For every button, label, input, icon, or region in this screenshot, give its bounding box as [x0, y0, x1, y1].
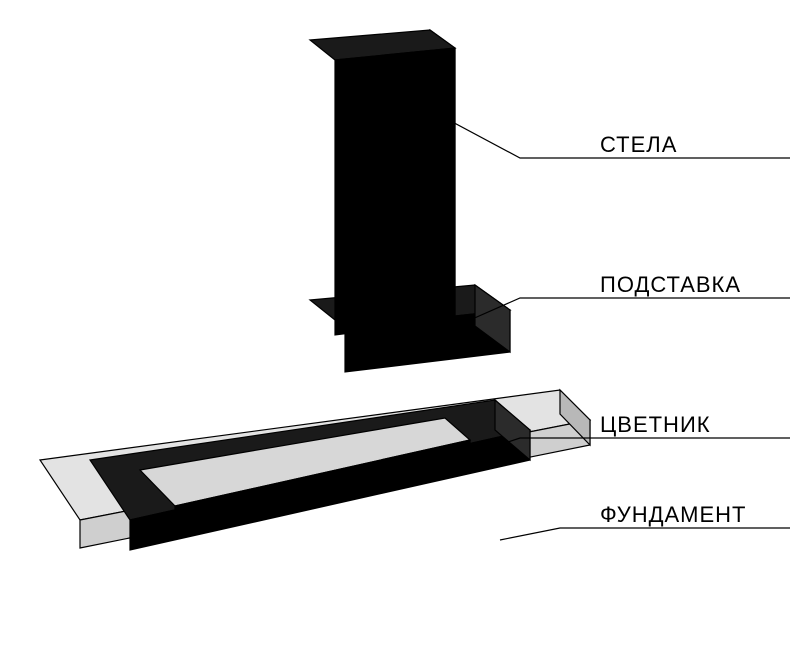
label-podstavka: ПОДСТАВКА [600, 272, 741, 298]
leader-fundament [500, 528, 790, 540]
monument-diagram: СТЕЛА ПОДСТАВКА ЦВЕТНИК ФУНДАМЕНТ [0, 0, 800, 651]
label-tsvetnik: ЦВЕТНИК [600, 412, 711, 438]
stela [310, 30, 455, 335]
leader-podstavka [470, 298, 790, 320]
tsvetnik-frame [90, 400, 530, 550]
stela-front [335, 48, 455, 335]
label-fundament: ФУНДАМЕНТ [600, 502, 747, 528]
label-stela: СТЕЛА [600, 132, 677, 158]
diagram-svg [0, 0, 800, 651]
